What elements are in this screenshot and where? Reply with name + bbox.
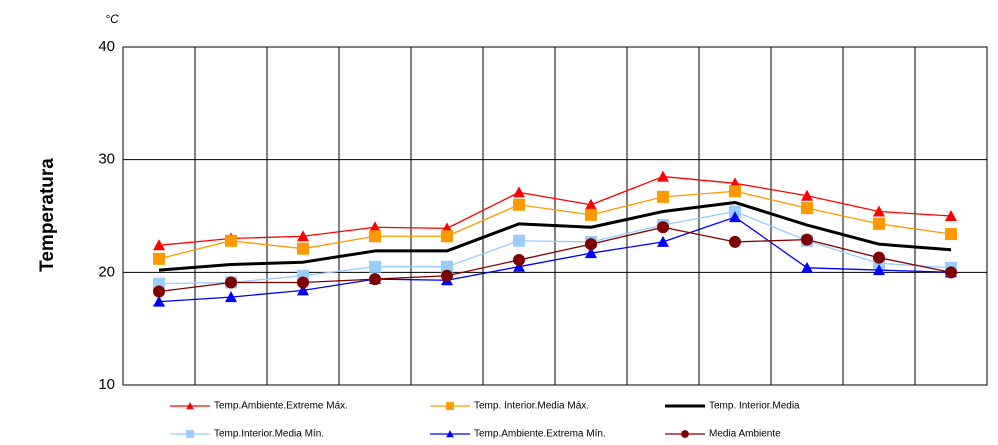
- data-point: [657, 190, 669, 203]
- data-point: [369, 230, 381, 243]
- legend-marker: [186, 430, 194, 438]
- data-point: [513, 198, 525, 211]
- data-point: [585, 238, 597, 251]
- data-point: [657, 235, 669, 247]
- data-point: [225, 276, 237, 289]
- data-point: [153, 285, 165, 298]
- data-point: [945, 210, 957, 221]
- data-point: [153, 295, 165, 307]
- series-line: [158, 190, 952, 260]
- data-point: [585, 198, 597, 210]
- data-point: [873, 217, 885, 230]
- data-point: [729, 211, 741, 223]
- data-point: [441, 260, 453, 273]
- data-point: [297, 284, 309, 296]
- data-point: [225, 291, 237, 303]
- data-point: [513, 186, 525, 198]
- series-line: [158, 226, 952, 293]
- legend-marker: [681, 430, 689, 438]
- data-point: [729, 235, 741, 248]
- data-point: [153, 252, 165, 265]
- data-point: [297, 230, 309, 242]
- data-point: [873, 205, 885, 217]
- data-point: [945, 266, 957, 279]
- data-point: [801, 202, 813, 215]
- data-point: [801, 189, 813, 201]
- data-point: [873, 264, 885, 276]
- data-point: [945, 228, 957, 241]
- data-point: [657, 170, 669, 182]
- unit-label: °C: [105, 12, 119, 26]
- data-point: [369, 273, 381, 286]
- data-point: [297, 242, 309, 255]
- y-tick-label: 30: [98, 151, 115, 168]
- legend-label: Temp.Ambiente.Extreme Máx.: [214, 401, 348, 412]
- legend-label: Temp.Ambiente.Extrema Mín.: [474, 429, 606, 440]
- data-point: [513, 260, 525, 272]
- legend-marker: [186, 402, 194, 410]
- data-point: [225, 234, 237, 247]
- legend-label: Media Ambiente: [709, 429, 781, 440]
- data-point: [513, 253, 525, 266]
- series-line: [158, 175, 952, 246]
- series-line: [158, 216, 952, 303]
- legend-label: Temp. Interior.Media: [709, 401, 800, 412]
- y-tick-label: 20: [98, 263, 115, 280]
- data-point: [441, 269, 453, 282]
- data-point: [801, 233, 813, 246]
- data-point: [657, 221, 669, 234]
- series-line: [158, 200, 952, 272]
- data-point: [297, 276, 309, 289]
- legend-marker: [446, 430, 454, 438]
- legend-label: Temp.Interior.Media Mín.: [214, 429, 324, 440]
- data-point: [369, 221, 381, 233]
- legend-marker: [446, 402, 454, 410]
- data-point: [513, 234, 525, 247]
- data-point: [873, 251, 885, 264]
- data-point: [729, 185, 741, 198]
- y-tick-label: 10: [98, 376, 115, 393]
- data-point: [585, 208, 597, 221]
- y-tick-label: 40: [98, 38, 115, 55]
- series-line: [158, 210, 952, 285]
- plot-border: [122, 46, 988, 386]
- legend-label: Temp. Interior.Media Máx.: [474, 401, 589, 412]
- data-point: [441, 230, 453, 243]
- data-point: [153, 239, 165, 251]
- data-point: [369, 260, 381, 273]
- data-point: [801, 261, 813, 273]
- data-point: [585, 247, 597, 259]
- y-axis-title: Temperatura: [37, 158, 58, 272]
